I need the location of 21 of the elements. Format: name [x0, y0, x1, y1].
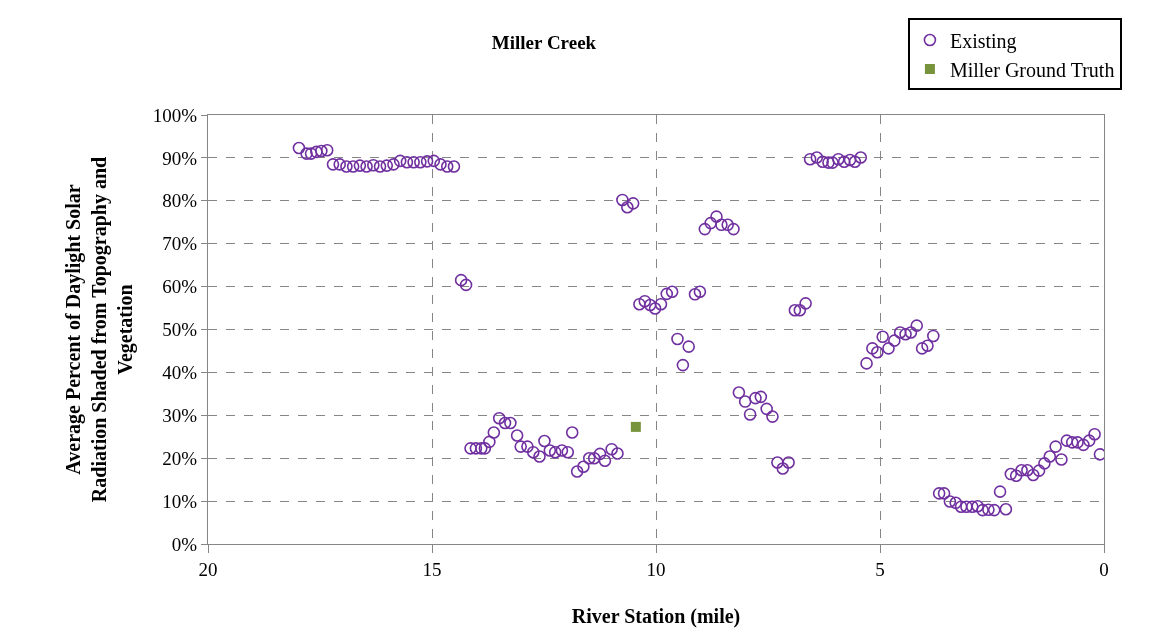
x-tick-label: 5 — [875, 558, 885, 580]
y-tick-label: 0% — [171, 533, 198, 555]
y-tick-label: 50% — [162, 319, 198, 341]
y-tick-label: 10% — [162, 490, 198, 512]
y-tick-label: 40% — [162, 362, 198, 384]
chart-title: Miller Creek — [491, 31, 597, 53]
y-tick-label: 70% — [162, 233, 198, 255]
y-tick-label: 90% — [162, 147, 198, 169]
x-tick-label: 15 — [422, 558, 442, 580]
x-tick-label: 20 — [198, 558, 218, 580]
y-tick-label: 60% — [162, 276, 198, 298]
y-tick-label: 80% — [162, 190, 198, 212]
y-tick-label: 20% — [162, 447, 198, 469]
y-axis-title: Average Percent of Daylight Solar Radiation Shaded from Topography and Vegetation — [62, 156, 138, 503]
x-axis-title: River Station (mile) — [571, 605, 741, 629]
y-tick-label: 100% — [152, 104, 198, 126]
legend-label: Existing — [949, 29, 1017, 53]
x-tick-label: 10 — [646, 558, 666, 580]
y-tick-label: 30% — [162, 404, 198, 426]
x-tick-label: 0 — [1099, 558, 1109, 580]
legend-label: Miller Ground Truth — [949, 58, 1115, 81]
